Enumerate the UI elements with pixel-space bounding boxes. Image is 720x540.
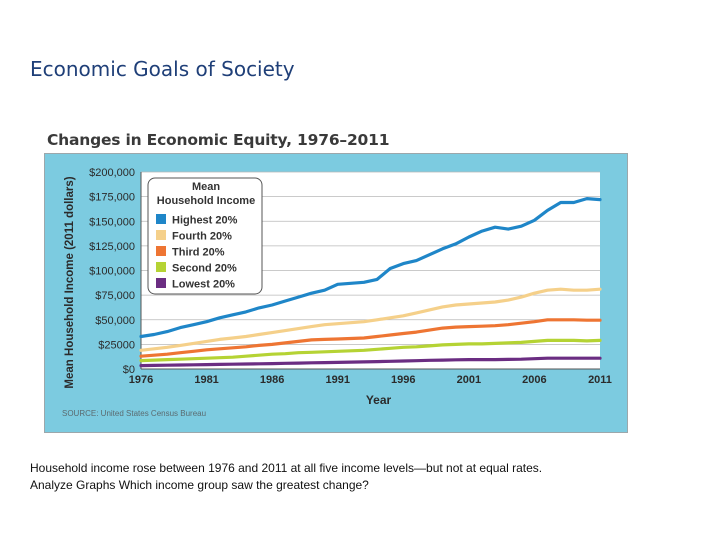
source-note: SOURCE: United States Census Bureau — [62, 409, 206, 418]
legend-label: Fourth 20% — [172, 231, 232, 243]
x-axis-title: Year — [366, 393, 392, 407]
y-axis-title: Mean Household Income (2011 dollars) — [64, 176, 76, 388]
y-tick-label: $175,000 — [89, 192, 135, 204]
legend-swatch — [156, 262, 166, 272]
series-line-fourth-20 — [139, 287, 602, 352]
y-tick-label: $25000 — [98, 339, 135, 351]
legend-box — [147, 177, 263, 295]
legend-label: Second 20% — [172, 263, 237, 275]
caption-line-1: Household income rose between 1976 and 2… — [30, 461, 543, 475]
y-tick-label: $75,000 — [95, 290, 135, 302]
x-tick-label: 2006 — [522, 374, 546, 386]
y-tick-label: $50,000 — [95, 315, 135, 327]
legend-title-line-2: Household Income — [157, 195, 255, 207]
line-chart: $0 $25000 $50,000 $75,000 $100,000 $125,000 $1… — [62, 167, 612, 418]
legend-label: Lowest 20% — [172, 279, 235, 291]
caption: Household income rose between 1976 and 2… — [30, 460, 690, 494]
legend-swatch — [156, 278, 166, 288]
slide-title: Economic Goals of Society — [30, 57, 295, 81]
y-tick-label: $150,000 — [89, 216, 135, 228]
y-tick-label: $125,000 — [89, 241, 135, 253]
legend-label: Highest 20% — [172, 215, 238, 227]
series-line-second-20 — [139, 338, 602, 363]
series-line-third-20 — [139, 318, 602, 358]
chart-panel: $0 $25000 $50,000 $75,000 $100,000 $125,000 $1… — [44, 153, 628, 433]
x-tick-label: 1991 — [325, 374, 349, 386]
x-tick-label: 1996 — [391, 374, 415, 386]
caption-line-2: Analyze Graphs Which income group saw th… — [30, 478, 369, 492]
chart-title: Changes in Economic Equity, 1976–2011 — [47, 131, 390, 149]
legend-title-line-1: Mean — [192, 181, 220, 193]
x-tick-label: 2011 — [588, 374, 612, 386]
legend-swatch — [156, 230, 166, 240]
x-tick-label: 1976 — [129, 374, 153, 386]
x-tick-label: 1981 — [194, 374, 218, 386]
series-line-highest-20 — [139, 196, 602, 339]
x-tick-label: 2001 — [457, 374, 481, 386]
legend-swatch — [156, 246, 166, 256]
legend-label: Third 20% — [172, 247, 225, 259]
series-line-lowest-20 — [139, 356, 602, 368]
y-tick-label: $0 — [123, 364, 135, 376]
x-tick-label: 1986 — [260, 374, 284, 386]
y-tick-label: $100,000 — [89, 266, 135, 278]
y-tick-label: $200,000 — [89, 167, 135, 179]
legend-swatch — [156, 214, 166, 224]
